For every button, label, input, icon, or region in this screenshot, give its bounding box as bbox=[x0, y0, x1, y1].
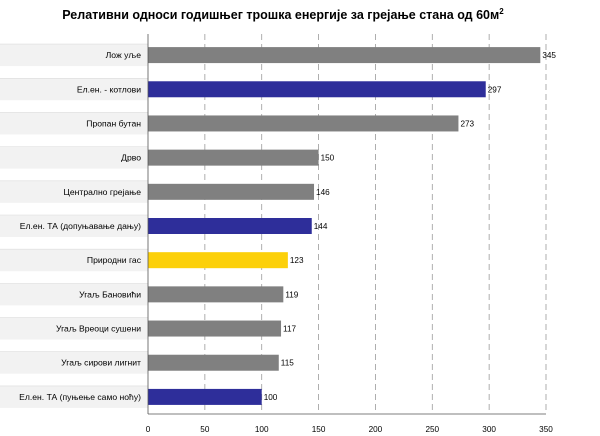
category-label-bands: Лож уље Ел.ен. - котлови Пропан бутан Дрво Ц… bbox=[0, 43, 148, 408]
bar bbox=[148, 354, 279, 371]
bar bbox=[148, 388, 262, 405]
category-label: Дрво bbox=[121, 153, 141, 163]
category-band bbox=[0, 215, 148, 237]
value-label: 123 bbox=[290, 256, 304, 265]
category-band bbox=[0, 351, 148, 374]
bar bbox=[148, 286, 284, 303]
value-label: 100 bbox=[264, 393, 278, 402]
x-tick-label: 300 bbox=[482, 425, 496, 434]
x-tick-label: 100 bbox=[255, 425, 269, 434]
category-label: Пропан бутан bbox=[86, 118, 141, 128]
category-band bbox=[0, 249, 148, 272]
category-band bbox=[0, 44, 148, 67]
x-tick-label: 50 bbox=[200, 425, 210, 434]
category-band bbox=[0, 317, 148, 340]
bar bbox=[148, 81, 486, 98]
category-label: Ел.ен. - котлови bbox=[77, 84, 141, 94]
x-tick-label: 200 bbox=[369, 425, 383, 434]
bar bbox=[148, 149, 319, 166]
category-band bbox=[0, 180, 148, 203]
value-label: 115 bbox=[281, 359, 294, 368]
x-tick-label: 0 bbox=[146, 425, 151, 434]
category-label: Угаљ Вреоци сушени bbox=[56, 324, 141, 334]
category-band bbox=[0, 146, 148, 169]
category-label: Угаљ Бановићи bbox=[79, 289, 141, 299]
bar bbox=[148, 252, 288, 269]
bar bbox=[148, 183, 315, 200]
bar bbox=[148, 320, 282, 337]
x-tick-label: 150 bbox=[312, 425, 326, 434]
bar bbox=[148, 115, 459, 132]
category-label: Угаљ сирови лигнит bbox=[61, 358, 141, 368]
category-label: Ел.ен. ТА (пуњење само ноћу) bbox=[19, 392, 141, 402]
chart-title: Релативни односи годишњег трошка енергиј… bbox=[62, 7, 504, 22]
value-label: 345 bbox=[542, 51, 556, 60]
value-label: 117 bbox=[283, 325, 296, 334]
value-labels: 345 297 273 150 146 144 123 119 117 115 100 bbox=[264, 51, 557, 402]
category-band bbox=[0, 385, 148, 408]
category-label: Централно грејање bbox=[64, 187, 142, 197]
category-band bbox=[0, 283, 148, 306]
value-label: 144 bbox=[314, 222, 328, 231]
x-axis: 0 50 100 150 200 250 300 350 bbox=[146, 34, 553, 434]
value-label: 146 bbox=[316, 188, 330, 197]
value-label: 297 bbox=[488, 85, 502, 94]
category-band bbox=[0, 112, 148, 135]
category-label: Природни гас bbox=[87, 255, 142, 265]
x-tick-label: 350 bbox=[539, 425, 553, 434]
value-label: 119 bbox=[285, 290, 298, 299]
bar bbox=[148, 47, 541, 64]
category-label: Ел.ен. ТА (допуњавање дању) bbox=[20, 221, 141, 231]
value-label: 150 bbox=[321, 154, 335, 163]
category-band bbox=[0, 78, 148, 101]
value-label: 273 bbox=[460, 119, 474, 128]
bars bbox=[148, 47, 541, 405]
category-label: Лож уље bbox=[106, 50, 142, 60]
x-tick-label: 250 bbox=[425, 425, 439, 434]
bar bbox=[148, 218, 312, 234]
